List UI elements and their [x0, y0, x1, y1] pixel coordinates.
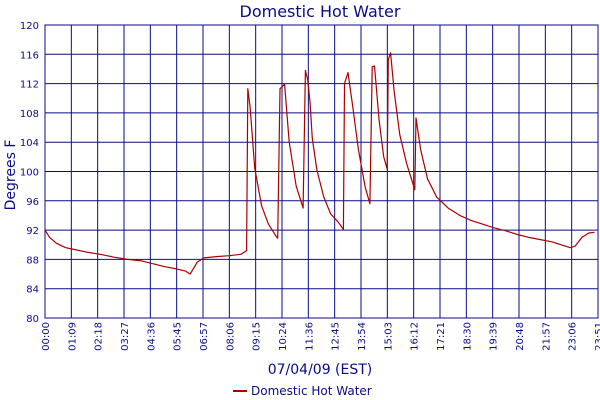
y-tick-label: 100 [20, 168, 39, 179]
x-tick-label: 09:15 [252, 322, 263, 351]
y-tick-label: 120 [20, 21, 39, 32]
x-tick-label: 16:12 [410, 322, 421, 351]
x-tick-label: 02:18 [94, 322, 105, 351]
x-tick-label: 03:27 [120, 322, 131, 351]
y-tick-label: 96 [26, 197, 39, 208]
x-tick-label: 06:57 [199, 322, 210, 351]
y-tick-label: 84 [26, 285, 39, 296]
x-tick-label: 11:36 [304, 322, 315, 351]
x-tick-label: 23:51 [594, 322, 600, 351]
series-line [44, 52, 595, 275]
x-tick-label: 01:09 [67, 322, 78, 351]
x-axis-label: 07/04/09 (EST) [268, 362, 373, 378]
x-tick-label: 15:03 [383, 322, 394, 351]
y-tick-label: 80 [26, 314, 39, 325]
y-tick-label: 108 [20, 109, 39, 120]
y-axis-label: Degrees F [3, 140, 19, 211]
x-tick-label: 21:57 [541, 322, 552, 351]
y-tick-label: 116 [20, 50, 39, 61]
x-tick-label: 05:45 [173, 322, 184, 351]
plot-frame [44, 24, 599, 319]
x-tick-label: 13:54 [357, 322, 368, 351]
plot-area [44, 24, 599, 319]
chart-title: Domestic Hot Water [240, 2, 401, 21]
x-tick-label: 17:21 [436, 322, 447, 351]
x-tick-label: 18:30 [462, 322, 473, 351]
x-axis-ticks: 00:00 01:09 02:18 03:27 04:36 05:45 06:57 08:06… [41, 322, 600, 351]
x-tick-label: 08:06 [225, 322, 236, 351]
y-axis-ticks: 80 84 88 92 96 100 104 108 112 116 120 [20, 21, 39, 325]
y-tick-label: 88 [26, 255, 39, 266]
x-tick-label: 04:36 [146, 322, 157, 351]
y-tick-label: 92 [26, 226, 39, 237]
x-tick-label: 00:00 [41, 322, 52, 351]
x-tick-label: 20:48 [515, 322, 526, 351]
x-tick-label: 10:24 [278, 322, 289, 351]
y-tick-label: 104 [20, 138, 39, 149]
x-tick-label: 23:06 [568, 322, 579, 351]
x-tick-label: 12:45 [331, 322, 342, 351]
legend: Domestic Hot Water [233, 384, 372, 398]
x-tick-label: 19:39 [489, 322, 500, 351]
legend-label: Domestic Hot Water [251, 384, 372, 398]
y-tick-label: 112 [20, 80, 39, 91]
